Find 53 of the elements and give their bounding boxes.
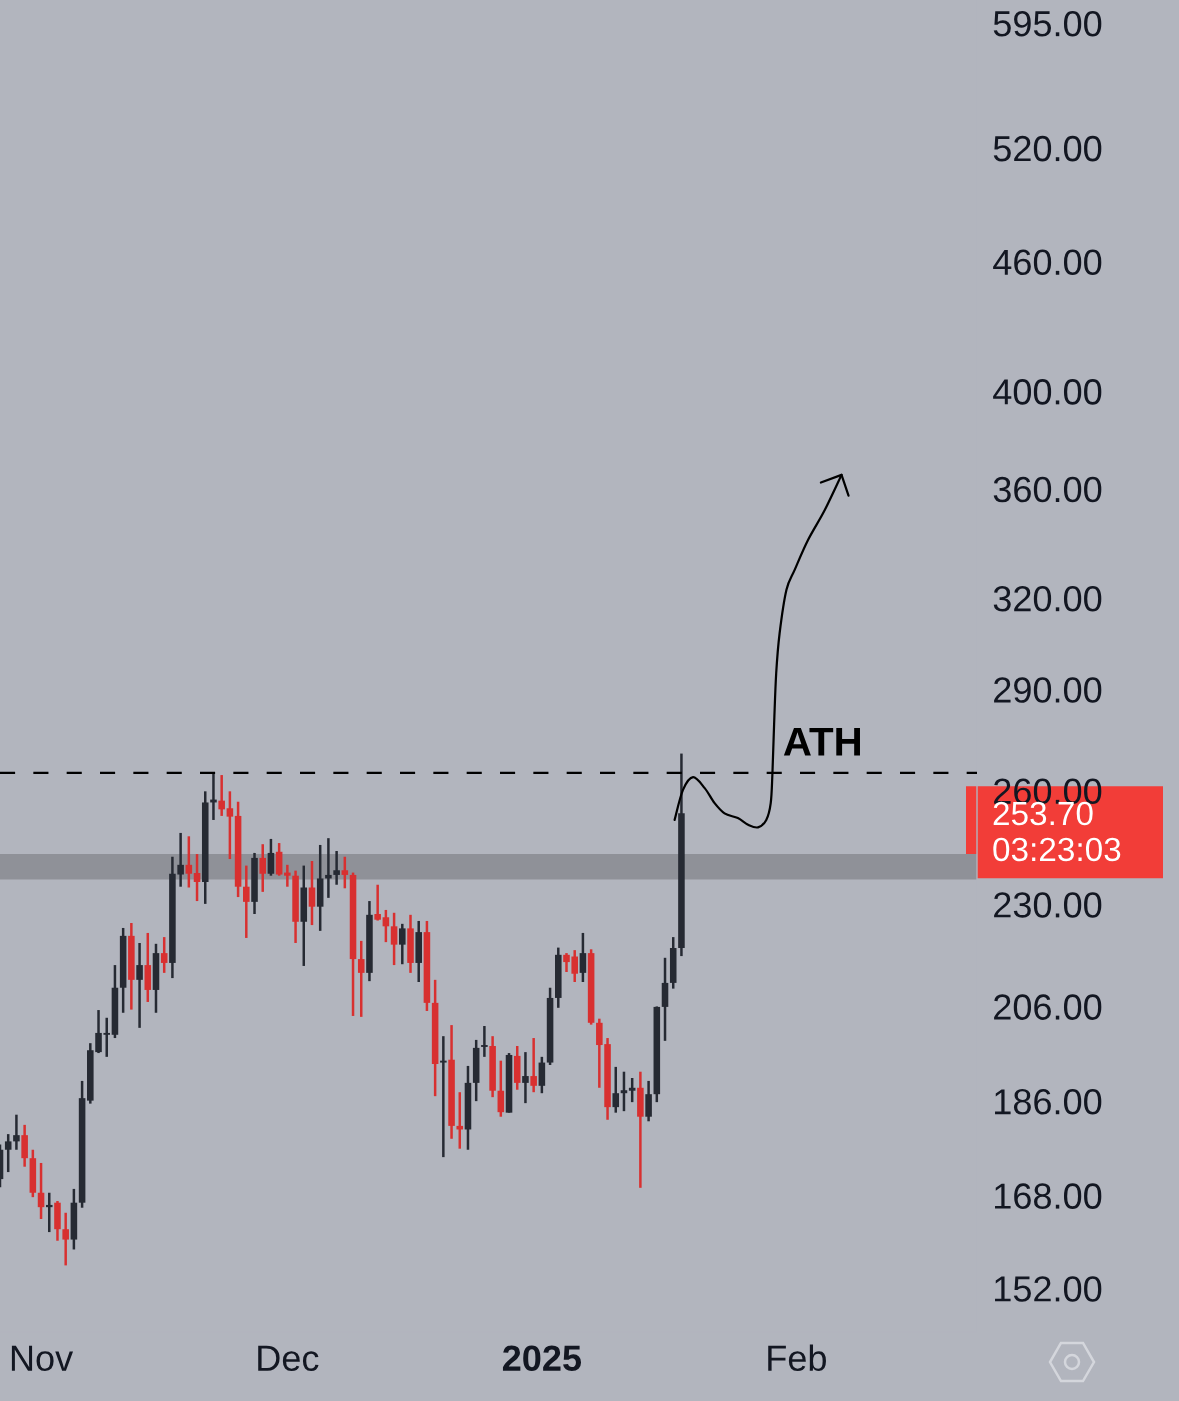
candlestick [284,863,291,888]
y-tick-label: 168.00 [995,1183,1102,1209]
y-tick-label: 290.00 [994,677,1102,703]
candlestick [628,1076,636,1104]
candlestick [267,837,275,877]
y-tick-label: 460.00 [993,249,1102,276]
y-tick-label: 360.00 [993,476,1102,503]
candlestick [357,939,365,1019]
y-tick-label: 320.00 [993,585,1102,612]
candlestick [382,908,390,944]
candlestick [333,849,340,886]
candlestick [399,922,406,966]
candlestick [661,956,669,1043]
y-tick-label: 152.00 [995,1276,1102,1302]
y-tick-label: 595.00 [993,10,1102,37]
candlestick [218,773,225,818]
x-tick-label: 2025 [502,1345,582,1372]
candlestick [45,1191,53,1234]
candlestick [612,1065,620,1114]
candlestick [645,1079,652,1123]
y-tick-label: 230.00 [994,892,1102,918]
candlestick [522,1050,529,1105]
y-tick-label: 206.00 [994,994,1102,1020]
candlestick [530,1036,537,1094]
y-tick-label: 186.00 [995,1089,1102,1115]
candlestick [579,931,587,984]
candlestick [136,941,143,1030]
x-tick-label: Dec [258,1345,319,1372]
candlestick [62,1211,69,1267]
candlestick [259,842,267,894]
x-tick-label: Feb [768,1344,826,1372]
candlestick [538,1055,546,1095]
candlestick [374,883,381,922]
candlestick [341,855,349,890]
x-tick-label: Nov [11,1345,74,1372]
candlestick [243,864,250,940]
candlestick [4,1132,12,1174]
candlestick [481,1024,488,1059]
candlestick [193,852,201,903]
candlestick [325,836,332,900]
candlestick [620,1070,628,1113]
candlestick [308,859,316,927]
candlestick [275,841,283,877]
candlestick [13,1113,20,1151]
candlestick [21,1123,28,1168]
candlestick [390,911,398,967]
candlestick [160,935,168,975]
candlestick [440,1034,447,1159]
candlestick [185,835,193,889]
y-tick-label: 400.00 [993,379,1102,405]
ref-line-label: ATH [783,727,860,756]
y-tick-label: 520.00 [993,135,1102,162]
candlestick [226,790,234,861]
